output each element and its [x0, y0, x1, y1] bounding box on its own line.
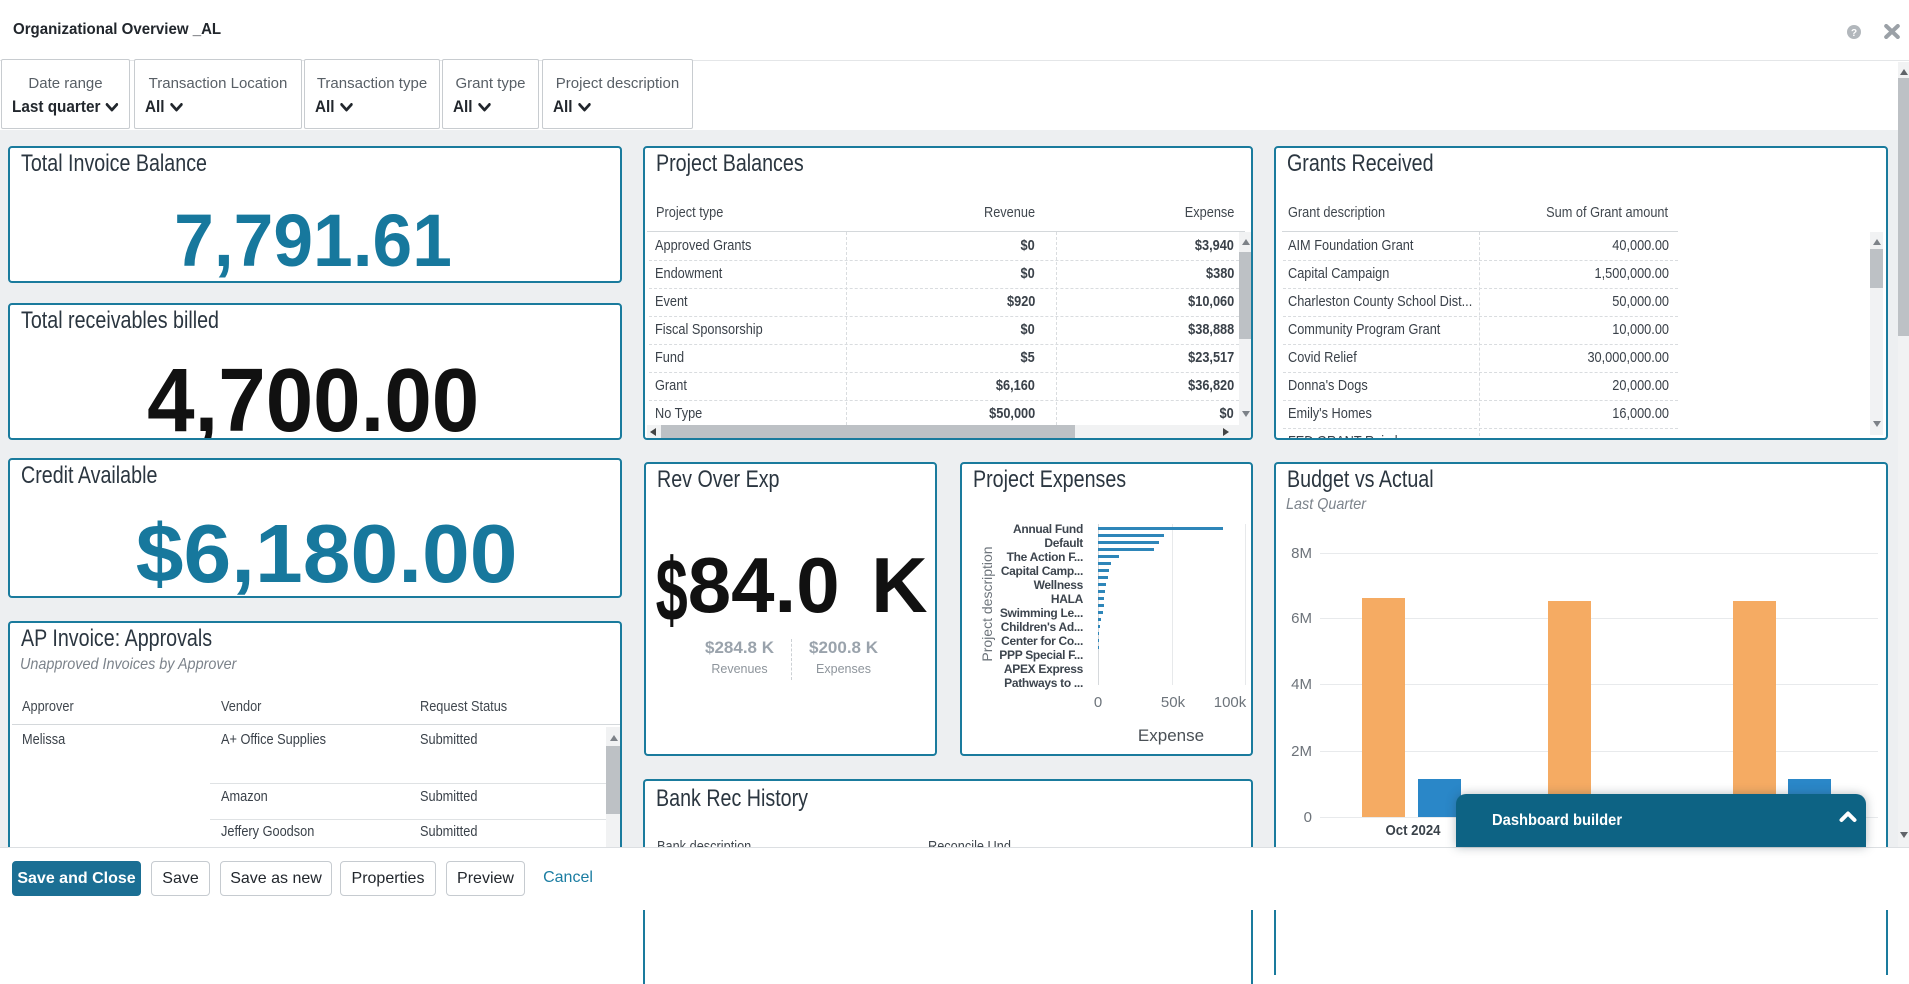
svg-text:?: ?: [1851, 28, 1857, 39]
